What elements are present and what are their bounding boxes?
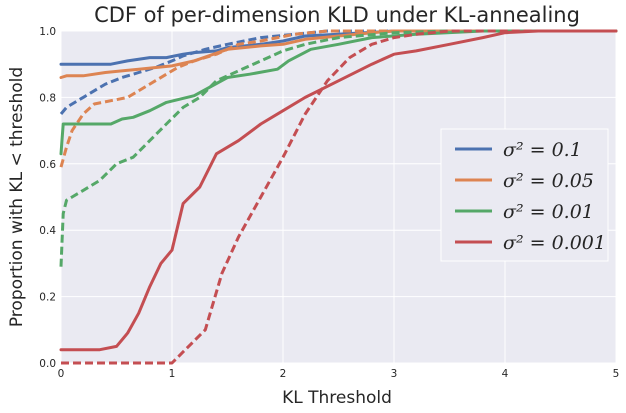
y-axis-label: Proportion with KL < threshold bbox=[7, 67, 27, 327]
series-line-6 bbox=[59, 29, 618, 352]
y-tick-label: 0.8 bbox=[39, 92, 56, 104]
y-tick-label: 1.0 bbox=[39, 26, 56, 38]
y-tick-label: 0.0 bbox=[39, 358, 56, 370]
y-tick-label: 0.2 bbox=[39, 292, 56, 304]
legend-box bbox=[440, 128, 609, 262]
x-tick-label: 1 bbox=[169, 368, 176, 380]
y-tick-label: 0.6 bbox=[39, 159, 56, 171]
legend: σ² = 0.1 σ² = 0.05 σ² = 0.01 σ² = 0.001 bbox=[440, 128, 609, 262]
chart-title: CDF of per-dimension KLD under KL-anneal… bbox=[94, 3, 580, 27]
series-line-0 bbox=[59, 29, 618, 66]
x-tick-label: 5 bbox=[613, 368, 620, 380]
legend-label: σ² = 0.05 bbox=[503, 170, 594, 192]
legend-label: σ² = 0.001 bbox=[503, 232, 606, 254]
series-line-5 bbox=[59, 29, 616, 267]
series-line-4 bbox=[59, 29, 618, 156]
y-axis-ticks: 0.0 0.2 0.4 0.6 0.8 1.0 bbox=[39, 26, 56, 370]
series-line-1 bbox=[59, 29, 616, 115]
x-axis-ticks: 0 1 2 3 4 5 bbox=[58, 368, 620, 380]
legend-label: σ² = 0.1 bbox=[503, 139, 582, 161]
x-tick-label: 4 bbox=[502, 368, 509, 380]
legend-label: σ² = 0.01 bbox=[503, 201, 594, 223]
series-line-3 bbox=[59, 29, 616, 168]
x-tick-label: 2 bbox=[280, 368, 287, 380]
x-tick-label: 3 bbox=[391, 368, 398, 380]
series-layer bbox=[59, 29, 618, 365]
y-tick-label: 0.4 bbox=[39, 225, 56, 237]
x-axis-label: KL Threshold bbox=[282, 388, 392, 408]
series-line-7 bbox=[61, 29, 616, 365]
x-tick-label: 0 bbox=[58, 368, 65, 380]
